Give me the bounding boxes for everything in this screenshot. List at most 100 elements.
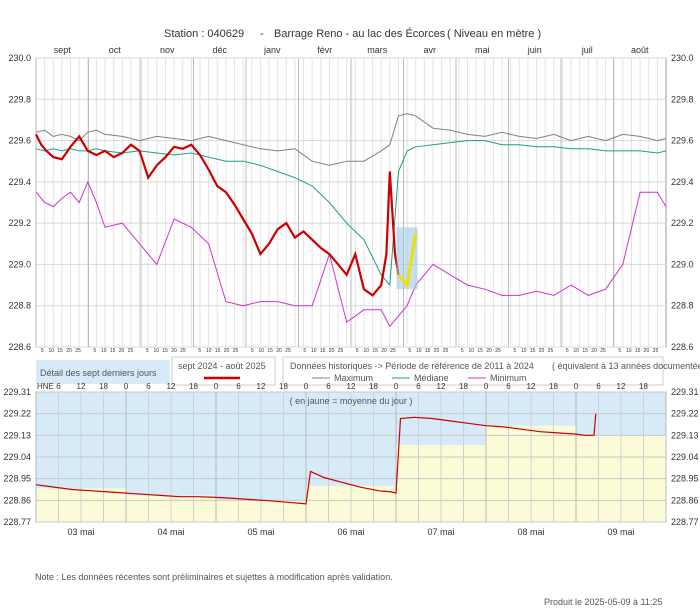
- y-tick-label-right: 229.8: [671, 94, 694, 104]
- hour-label: 18: [549, 382, 558, 391]
- day-label: 04 mai: [157, 527, 184, 537]
- day-tick-label: 25: [443, 348, 449, 354]
- day-tick-label: 20: [171, 348, 177, 354]
- detail-box: [36, 360, 170, 384]
- y-tick-label-right: 229.0: [671, 259, 694, 269]
- hour-label: 6: [56, 382, 61, 391]
- hour-label: 6: [146, 382, 151, 391]
- day-label: 05 mai: [247, 527, 274, 537]
- day-tick-label: 5: [356, 348, 359, 354]
- hour-label: 12: [617, 382, 626, 391]
- day-tick-label: 5: [566, 348, 569, 354]
- day-tick-label: 10: [153, 348, 159, 354]
- day-tick-label: 25: [75, 348, 81, 354]
- hour-label: 6: [326, 382, 331, 391]
- detail-y-tick-left: 229.04: [3, 452, 31, 462]
- y-tick-label-left: 228.6: [8, 342, 31, 352]
- detail-subtitle: ( en jaune = moyenne du jour ): [290, 396, 413, 406]
- min-label: Minimum: [490, 373, 527, 383]
- month-label: mai: [475, 45, 490, 55]
- day-tick-label: 5: [303, 348, 306, 354]
- day-tick-label: 15: [57, 348, 63, 354]
- day-tick-label: 20: [591, 348, 597, 354]
- hour-label: 18: [189, 382, 198, 391]
- month-label: juil: [581, 45, 593, 55]
- day-tick-label: 10: [573, 348, 579, 354]
- day-tick-label: 25: [390, 348, 396, 354]
- day-tick-label: 25: [285, 348, 291, 354]
- day-tick-label: 5: [251, 348, 254, 354]
- day-tick-label: 5: [408, 348, 411, 354]
- hour-label: 0: [484, 382, 489, 391]
- y-tick-label-left: 230.0: [8, 53, 31, 63]
- y-tick-label-left: 229.6: [8, 136, 31, 146]
- annual-chart: 230.0 230.0 229.8 229.8 229.6 229.6 229.4 229.4…: [8, 45, 693, 354]
- month-label: mars: [367, 45, 387, 55]
- last-week-line: [397, 233, 418, 289]
- detail-y-tick-right: 229.22: [671, 409, 699, 419]
- month-label: sept: [54, 45, 72, 55]
- y-tick-label-right: 230.0: [671, 53, 694, 63]
- day-tick-label: 15: [162, 348, 168, 354]
- series-maximum: [35, 113, 667, 166]
- legend-band: Détail des sept derniers jours sept 2024…: [36, 356, 700, 386]
- y-tick-label-right: 228.6: [671, 342, 694, 352]
- day-tick-label: 10: [521, 348, 527, 354]
- hour-label: 12: [167, 382, 176, 391]
- day-label: 08 mai: [517, 527, 544, 537]
- detail-y-tick-right: 228.86: [671, 495, 699, 505]
- hne-label: HNE: [37, 382, 54, 391]
- detail-y-tick-right: 228.77: [671, 517, 699, 527]
- hour-label: 12: [347, 382, 356, 391]
- hourly-level-line: [35, 413, 597, 505]
- detail-y-tick-left: 228.95: [3, 474, 31, 484]
- day-tick-label: 10: [311, 348, 317, 354]
- hour-label: 18: [639, 382, 648, 391]
- detail-y-tick-right: 229.31: [671, 387, 699, 397]
- month-label: nov: [160, 45, 175, 55]
- day-tick-label: 25: [495, 348, 501, 354]
- day-label: 09 mai: [607, 527, 634, 537]
- month-label: déc: [212, 45, 227, 55]
- detail-y-tick-left: 229.13: [3, 430, 31, 440]
- detail-y-tick-left: 229.31: [3, 387, 31, 397]
- hour-label: 18: [369, 382, 378, 391]
- day-tick-label: 25: [180, 348, 186, 354]
- hour-label: 0: [304, 382, 309, 391]
- month-label: janv: [263, 45, 281, 55]
- detail-y-tick-right: 228.95: [671, 474, 699, 484]
- day-tick-label: 5: [461, 348, 464, 354]
- hist-title: Données historiques -> Période de référe…: [290, 361, 534, 371]
- day-label: 07 mai: [427, 527, 454, 537]
- hour-label: 18: [99, 382, 108, 391]
- day-tick-label: 25: [653, 348, 659, 354]
- station-name: Barrage Reno - au lac des Écorces: [274, 27, 446, 40]
- title-separator: -: [260, 28, 264, 40]
- day-tick-label: 5: [41, 348, 44, 354]
- hour-label: 6: [416, 382, 421, 391]
- day-tick-label: 20: [486, 348, 492, 354]
- day-tick-label: 25: [338, 348, 344, 354]
- month-label: août: [631, 45, 649, 55]
- day-tick-label: 5: [513, 348, 516, 354]
- hour-label: 12: [437, 382, 446, 391]
- period-box: [171, 356, 276, 386]
- day-tick-label: 20: [276, 348, 282, 354]
- day-tick-label: 15: [110, 348, 116, 354]
- series-median: [35, 140, 667, 287]
- detail-y-tick-left: 228.86: [3, 495, 31, 505]
- y-tick-label-left: 229.0: [8, 259, 31, 269]
- detail-y-tick-right: 229.13: [671, 430, 699, 440]
- produced-date: Produit le 2025-05-09 à 11:25: [544, 597, 662, 607]
- day-tick-label: 15: [320, 348, 326, 354]
- day-tick-label: 20: [224, 348, 230, 354]
- day-tick-label: 15: [530, 348, 536, 354]
- series-current-year: [35, 133, 417, 297]
- day-tick-label: 20: [66, 348, 72, 354]
- month-label: avr: [423, 45, 436, 55]
- day-tick-label: 15: [372, 348, 378, 354]
- day-tick-label: 15: [425, 348, 431, 354]
- day-tick-label: 20: [381, 348, 387, 354]
- weekly-detail-chart: 229.31 229.31 229.22 229.22 229.13 229.13 229.…: [3, 382, 698, 537]
- y-tick-label-left: 229.4: [8, 177, 31, 187]
